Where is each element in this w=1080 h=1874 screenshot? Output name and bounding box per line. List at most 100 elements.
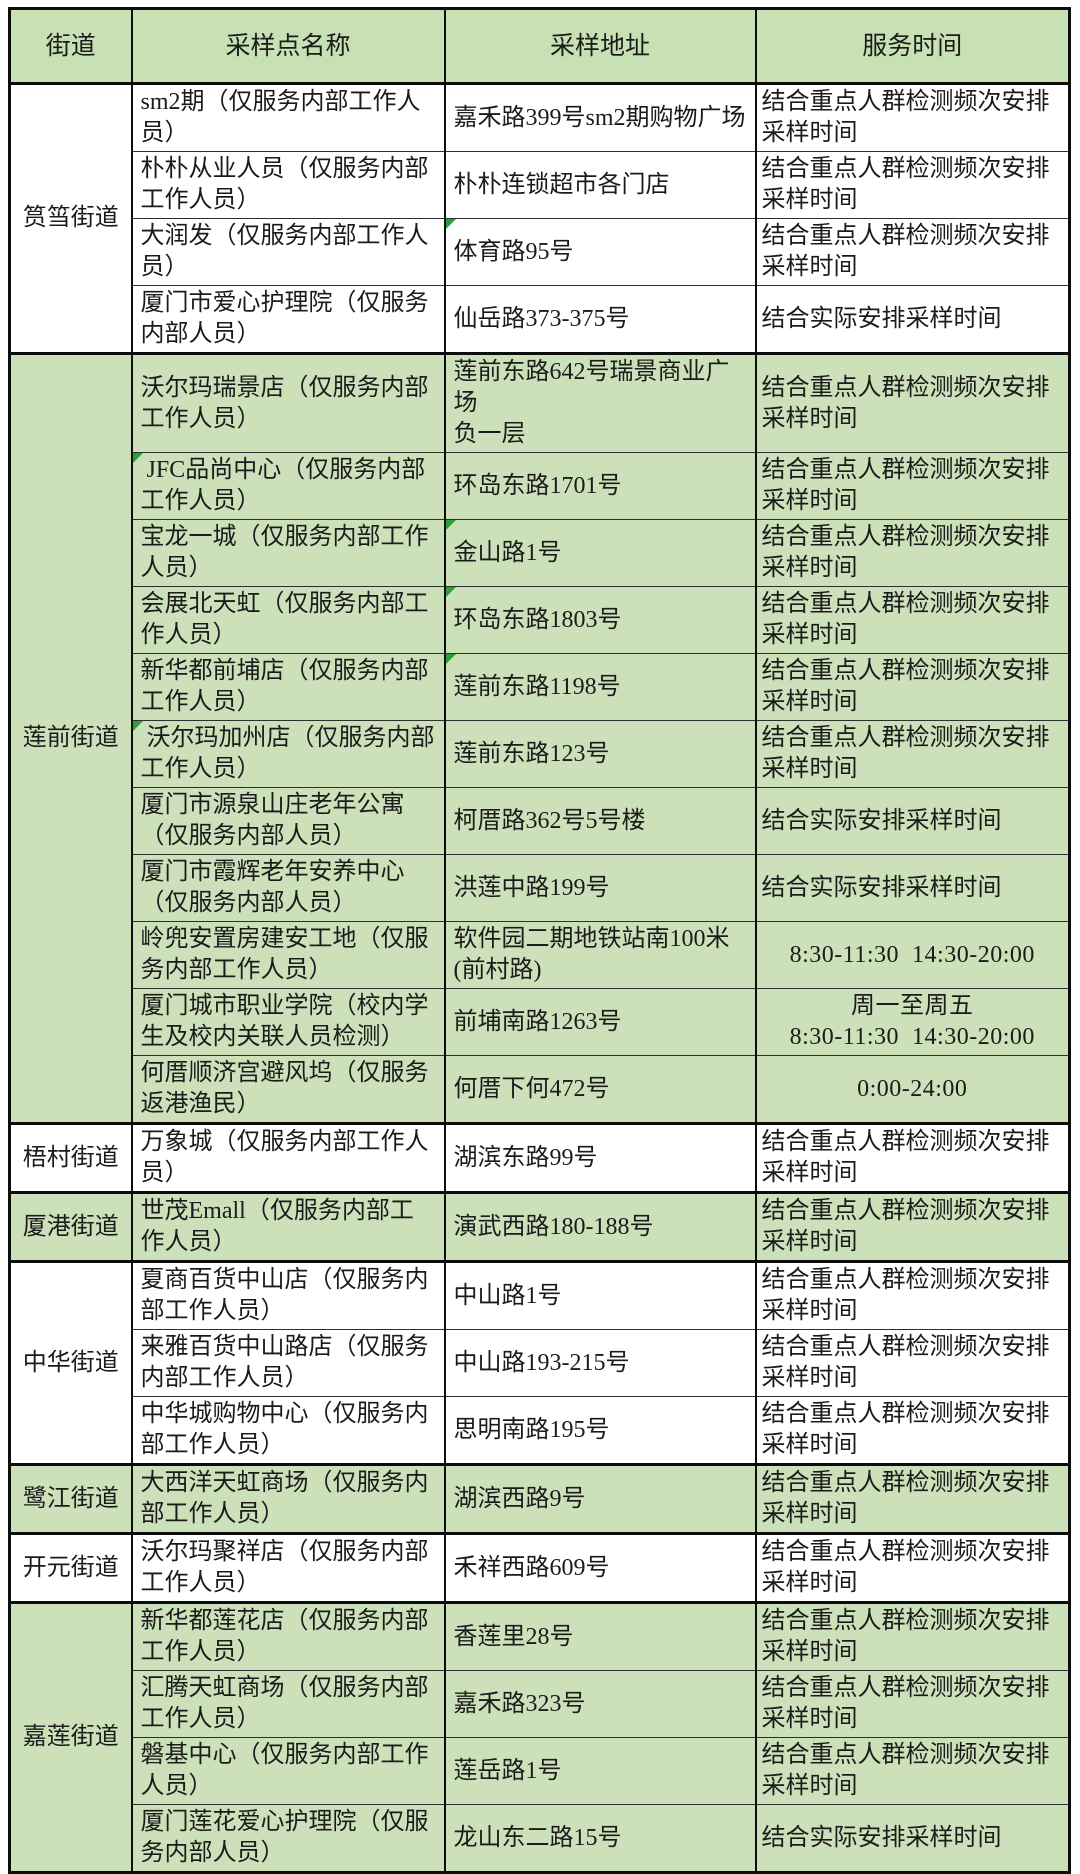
comment-marker-icon — [446, 520, 456, 530]
column-header-street: 街道 — [8, 7, 133, 85]
service-time-cell: 结合重点人群检测频次安排 采样时间 — [754, 452, 1071, 520]
comment-marker-icon — [133, 453, 143, 463]
site-name-cell: 汇腾天虹商场（仅服务内部 工作人员） — [130, 1670, 446, 1738]
address-cell: 前埔南路1263号 — [443, 988, 757, 1056]
site-name-cell: 厦门市霞辉老年安养中心 （仅服务内部人员） — [130, 854, 446, 922]
service-time-cell: 结合重点人群检测频次安排 采样时间 — [754, 1532, 1071, 1603]
street-cell: 梧村街道 — [8, 1122, 133, 1193]
address-cell: 嘉禾路399号sm2期购物广场 — [443, 82, 757, 152]
street-cell: 中华街道 — [8, 1260, 133, 1465]
table-row: 沃尔玛加州店（仅服务内部 工作人员） 莲前东路123号 结合重点人群检测频次安排 采… — [10, 720, 1071, 788]
site-name-cell: 厦门莲花爱心护理院（仅服 务内部人员） — [130, 1804, 446, 1873]
address-cell: 金山路1号 — [443, 519, 757, 587]
table-row: 厦门城市职业学院（校内学 生及校内关联人员检测） 前埔南路1263号 周一至周五 8… — [10, 988, 1071, 1056]
comment-marker-icon — [446, 219, 456, 229]
site-name-cell: 宝龙一城（仅服务内部工作 人员） — [130, 519, 446, 587]
site-name-cell: 万象城（仅服务内部工作人 员） — [130, 1122, 446, 1193]
table-row: 会展北天虹（仅服务内部工 作人员） 环岛东路1803号 结合重点人群检测频次安排 采… — [10, 586, 1071, 654]
site-name-cell: JFC品尚中心（仅服务内部 工作人员） — [130, 452, 446, 520]
table-row: 中华街道 夏商百货中山店（仅服务内 部工作人员） 中山路1号 结合重点人群检测频次安排… — [8, 1260, 1071, 1465]
table-row: 中华城购物中心（仅服务内 部工作人员） 思明南路195号 结合重点人群检测频次安排 … — [10, 1396, 1071, 1465]
service-time-cell: 结合重点人群检测频次安排 采样时间 — [754, 1260, 1071, 1330]
site-name-cell: sm2期（仅服务内部工作人 员） — [130, 82, 446, 152]
site-name-cell: 何厝顺济宫避风坞（仅服务 返港渔民） — [130, 1055, 446, 1124]
address-cell: 中山路193-215号 — [443, 1329, 757, 1397]
street-cell: 嘉莲街道 — [8, 1601, 133, 1873]
address-cell: 朴朴连锁超市各门店 — [443, 151, 757, 219]
address-cell: 湖滨东路99号 — [443, 1122, 757, 1193]
table-row: 筼筜街道 sm2期（仅服务内部工作人 员） 嘉禾路399号sm2期购物广场 结合重点人… — [8, 82, 1071, 354]
service-time-cell: 结合重点人群检测频次安排 采样时间 — [754, 1670, 1071, 1738]
table-row: 何厝顺济宫避风坞（仅服务 返港渔民） 何厝下何472号 0:00-24:00 — [10, 1055, 1071, 1124]
table-row: 厦门市源泉山庄老年公寓 （仅服务内部人员） 柯厝路362号5号楼 结合实际安排采样时… — [10, 787, 1071, 855]
site-name-cell: 岭兜安置房建安工地（仅服 务内部工作人员） — [130, 921, 446, 989]
table-row: 厦门莲花爱心护理院（仅服 务内部人员） 龙山东二路15号 结合实际安排采样时间 — [10, 1804, 1071, 1873]
table-body: 筼筜街道 sm2期（仅服务内部工作人 员） 嘉禾路399号sm2期购物广场 结合重点人… — [8, 82, 1071, 1873]
site-name-cell: 夏商百货中山店（仅服务内 部工作人员） — [130, 1260, 446, 1330]
service-time-cell: 结合重点人群检测频次安排 采样时间 — [754, 1122, 1071, 1193]
table-row: 新华都前埔店（仅服务内部 工作人员） 莲前东路1198号 结合重点人群检测频次安排 … — [10, 653, 1071, 721]
address-cell: 禾祥西路609号 — [443, 1532, 757, 1603]
street-cell: 开元街道 — [8, 1532, 133, 1603]
site-name-cell: 厦门市爱心护理院（仅服务 内部人员） — [130, 285, 446, 354]
service-time-cell: 周一至周五 8:30-11:30 14:30-20:00 — [754, 988, 1071, 1056]
table-row: 厦港街道 世茂Emall（仅服务内部工 作人员） 演武西路180-188号 结合重点人… — [8, 1191, 1071, 1262]
table-row: 磐基中心（仅服务内部工作 人员） 莲岳路1号 结合重点人群检测频次安排 采样时间 — [10, 1737, 1071, 1805]
table-row: 嘉莲街道 新华都莲花店（仅服务内部 工作人员） 香莲里28号 结合重点人群检测频次安排… — [8, 1601, 1071, 1873]
table-row: 大润发（仅服务内部工作人 员） 体育路95号 结合重点人群检测频次安排 采样时间 — [10, 218, 1071, 286]
service-time-cell: 结合重点人群检测频次安排 采样时间 — [754, 1329, 1071, 1397]
sampling-points-table: 街道 采样点名称 采样地址 服务时间 筼筜街道 sm2期（仅服务内部工作人 员）嘉… — [8, 7, 1071, 1874]
site-name-cell: 厦门市源泉山庄老年公寓 （仅服务内部人员） — [130, 787, 446, 855]
site-name-cell: 来雅百货中山路店（仅服务 内部工作人员） — [130, 1329, 446, 1397]
table-row: 莲前街道 沃尔玛瑞景店（仅服务内部 工作人员） 莲前东路642号瑞景商业广场 负一层… — [8, 352, 1071, 1124]
address-cell: 龙山东二路15号 — [443, 1804, 757, 1873]
site-name-cell: 中华城购物中心（仅服务内 部工作人员） — [130, 1396, 446, 1465]
address-cell: 湖滨西路9号 — [443, 1463, 757, 1534]
service-time-cell: 结合重点人群检测频次安排 采样时间 — [754, 1463, 1071, 1534]
service-time-cell: 结合重点人群检测频次安排 采样时间 — [754, 1601, 1071, 1671]
address-cell: 莲前东路1198号 — [443, 653, 757, 721]
street-cell: 莲前街道 — [8, 352, 133, 1124]
service-time-cell: 结合重点人群检测频次安排 采样时间 — [754, 653, 1071, 721]
site-name-cell: 磐基中心（仅服务内部工作 人员） — [130, 1737, 446, 1805]
table-row: 朴朴从业人员（仅服务内部 工作人员） 朴朴连锁超市各门店 结合重点人群检测频次安排 … — [10, 151, 1071, 219]
site-name-cell: 朴朴从业人员（仅服务内部 工作人员） — [130, 151, 446, 219]
service-time-cell: 结合重点人群检测频次安排 采样时间 — [754, 218, 1071, 286]
site-name-cell: 沃尔玛加州店（仅服务内部 工作人员） — [130, 720, 446, 788]
table-row: 岭兜安置房建安工地（仅服 务内部工作人员） 软件园二期地铁站南100米 (前村路)… — [10, 921, 1071, 989]
address-cell: 思明南路195号 — [443, 1396, 757, 1465]
street-cell: 鹭江街道 — [8, 1463, 133, 1534]
table-row: 厦门市霞辉老年安养中心 （仅服务内部人员） 洪莲中路199号 结合实际安排采样时间 — [10, 854, 1071, 922]
street-cell: 厦港街道 — [8, 1191, 133, 1262]
address-cell: 中山路1号 — [443, 1260, 757, 1330]
address-cell: 环岛东路1701号 — [443, 452, 757, 520]
service-time-cell: 8:30-11:30 14:30-20:00 — [754, 921, 1071, 989]
table-row: 厦门市爱心护理院（仅服务 内部人员） 仙岳路373-375号 结合实际安排采样时间 — [10, 285, 1071, 354]
table-row: 汇腾天虹商场（仅服务内部 工作人员） 嘉禾路323号 结合重点人群检测频次安排 采样… — [10, 1670, 1071, 1738]
site-name-cell: 沃尔玛瑞景店（仅服务内部 工作人员） — [130, 352, 446, 453]
comment-marker-icon — [446, 587, 456, 597]
site-name-cell: 厦门城市职业学院（校内学 生及校内关联人员检测） — [130, 988, 446, 1056]
address-cell: 仙岳路373-375号 — [443, 285, 757, 354]
street-cell: 筼筜街道 — [8, 82, 133, 354]
column-header-service-time: 服务时间 — [754, 7, 1071, 85]
address-cell: 软件园二期地铁站南100米 (前村路) — [443, 921, 757, 989]
site-name-cell: 世茂Emall（仅服务内部工 作人员） — [130, 1191, 446, 1262]
site-name-cell: 会展北天虹（仅服务内部工 作人员） — [130, 586, 446, 654]
service-time-cell: 结合重点人群检测频次安排 采样时间 — [754, 1396, 1071, 1465]
address-cell: 莲岳路1号 — [443, 1737, 757, 1805]
service-time-cell: 结合实际安排采样时间 — [754, 854, 1071, 922]
header-row: 街道 采样点名称 采样地址 服务时间 — [8, 7, 1071, 85]
service-time-cell: 结合重点人群检测频次安排 采样时间 — [754, 1191, 1071, 1262]
table-row: 鹭江街道 大西洋天虹商场（仅服务内 部工作人员） 湖滨西路9号 结合重点人群检测频次安… — [8, 1463, 1071, 1534]
service-time-cell: 结合重点人群检测频次安排 采样时间 — [754, 82, 1071, 152]
service-time-cell: 结合重点人群检测频次安排 采样时间 — [754, 586, 1071, 654]
table-header: 街道 采样点名称 采样地址 服务时间 — [8, 7, 1071, 85]
address-cell: 体育路95号 — [443, 218, 757, 286]
address-cell: 环岛东路1803号 — [443, 586, 757, 654]
service-time-cell: 结合重点人群检测频次安排 采样时间 — [754, 519, 1071, 587]
column-header-site-name: 采样点名称 — [130, 7, 446, 85]
service-time-cell: 0:00-24:00 — [754, 1055, 1071, 1124]
address-cell: 柯厝路362号5号楼 — [443, 787, 757, 855]
table-row: 开元街道 沃尔玛聚祥店（仅服务内部 工作人员） 禾祥西路609号 结合重点人群检测频次… — [8, 1532, 1071, 1603]
